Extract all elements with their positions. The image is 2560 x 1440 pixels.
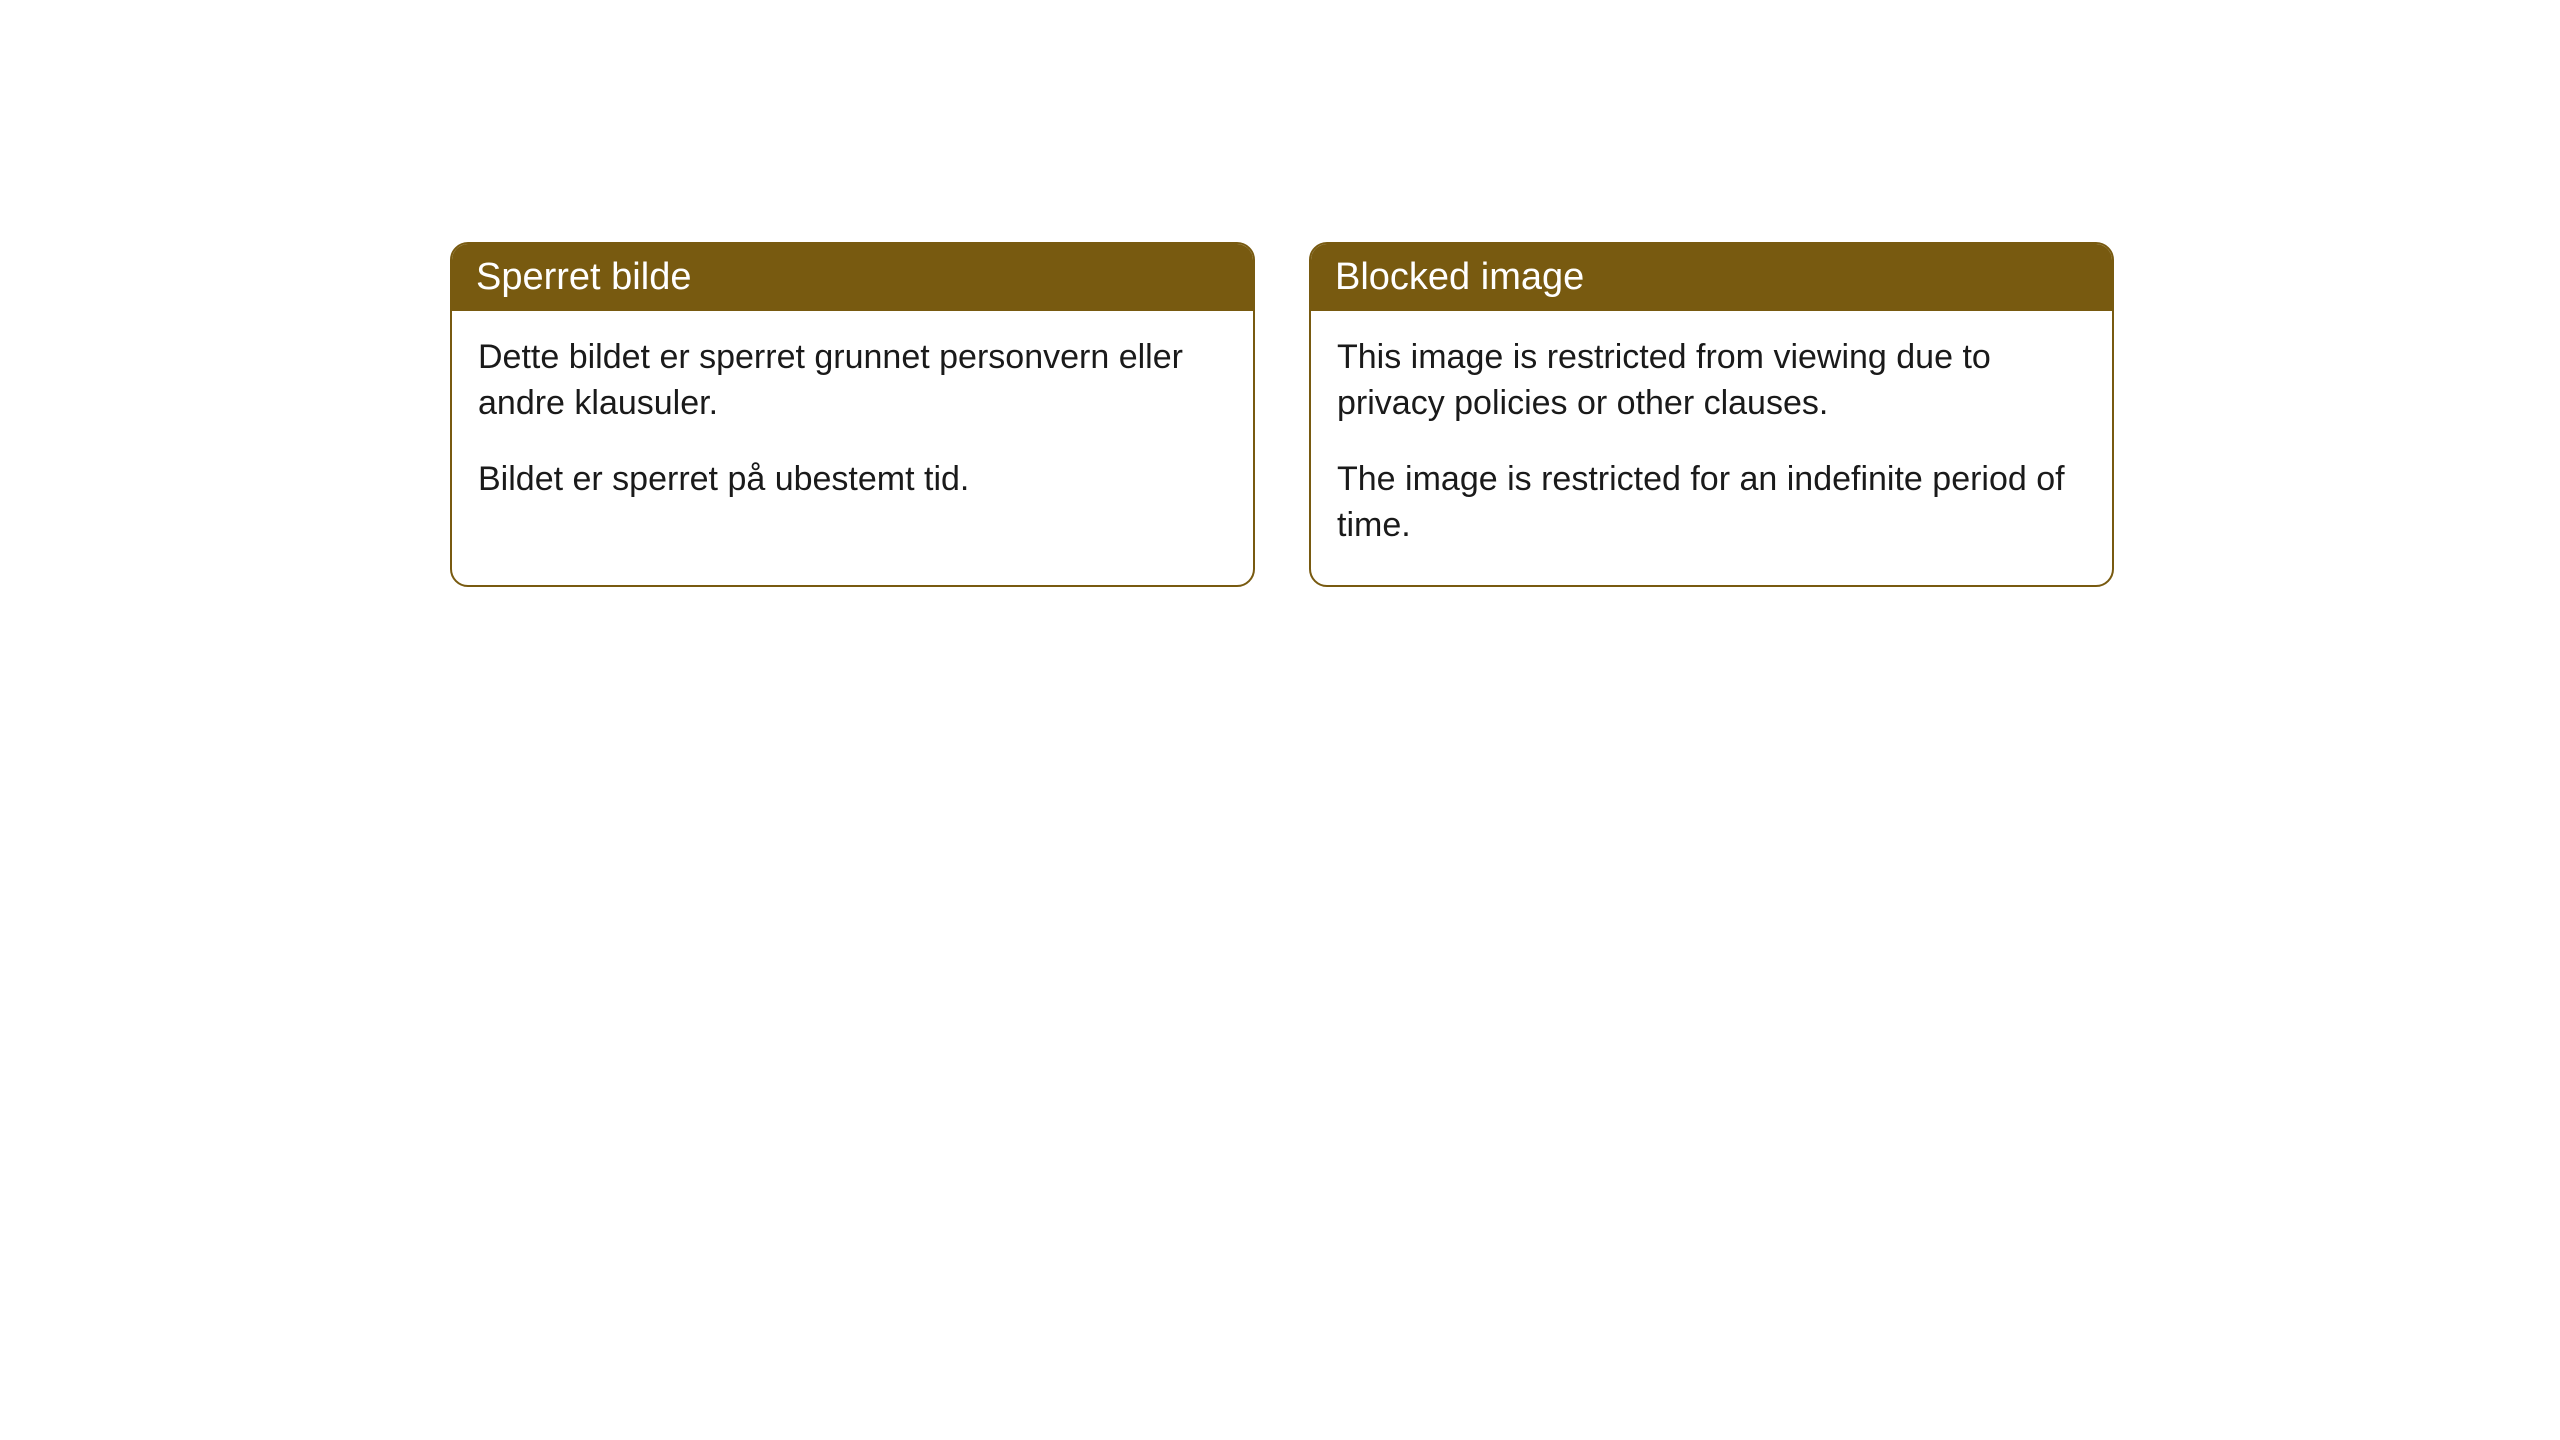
notice-card-norwegian: Sperret bilde Dette bildet er sperret gr… — [450, 242, 1255, 587]
card-paragraph: Dette bildet er sperret grunnet personve… — [478, 335, 1227, 427]
card-paragraph: This image is restricted from viewing du… — [1337, 335, 2086, 427]
card-title: Sperret bilde — [476, 256, 691, 298]
card-title: Blocked image — [1335, 256, 1584, 298]
card-body: This image is restricted from viewing du… — [1311, 311, 2112, 585]
card-header: Blocked image — [1311, 244, 2112, 311]
card-header: Sperret bilde — [452, 244, 1253, 311]
card-body: Dette bildet er sperret grunnet personve… — [452, 311, 1253, 539]
notice-card-english: Blocked image This image is restricted f… — [1309, 242, 2114, 587]
card-paragraph: The image is restricted for an indefinit… — [1337, 457, 2086, 549]
notice-cards-container: Sperret bilde Dette bildet er sperret gr… — [450, 242, 2114, 587]
card-paragraph: Bildet er sperret på ubestemt tid. — [478, 457, 1227, 503]
